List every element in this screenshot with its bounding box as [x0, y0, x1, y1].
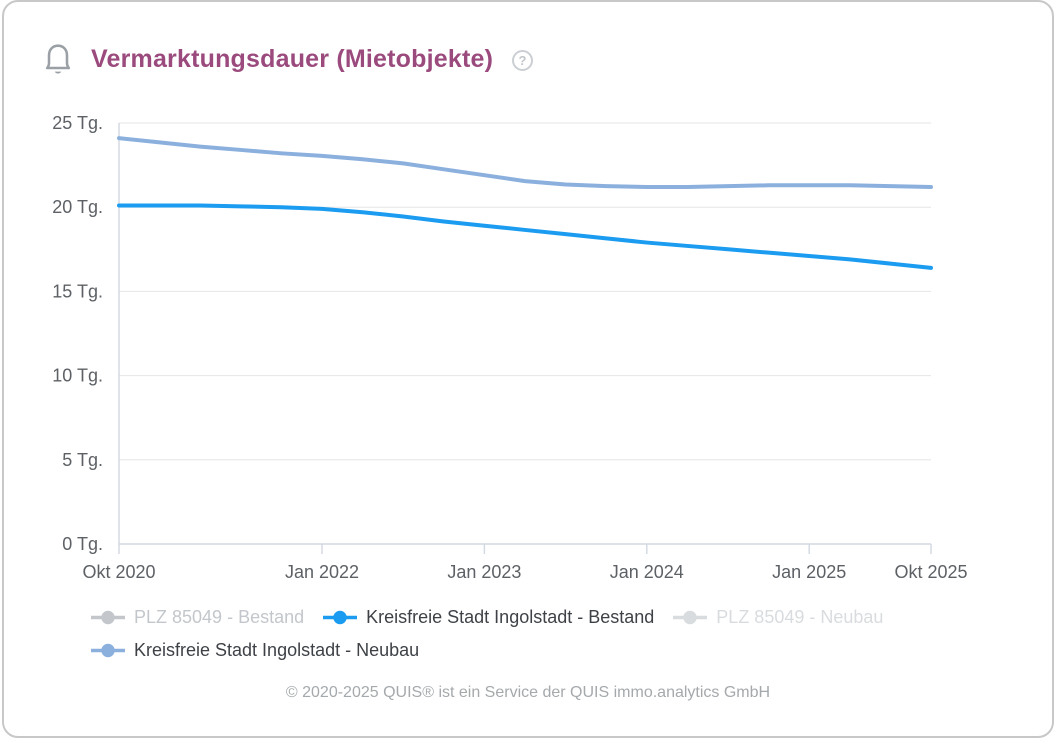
copyright-text: © 2020-2025 QUIS® ist ein Service der QU…	[285, 684, 771, 701]
legend-item[interactable]: Kreisfreie Stadt Ingolstadt - Bestand	[323, 604, 654, 630]
legend-marker-icon	[323, 610, 358, 624]
legend-item[interactable]: Kreisfreie Stadt Ingolstadt - Neubau	[91, 637, 419, 663]
legend-item-label: Kreisfreie Stadt Ingolstadt - Neubau	[134, 639, 420, 660]
x-tick-label: Jan 2025	[772, 562, 846, 582]
bell-icon[interactable]	[43, 43, 73, 77]
y-tick-label: 15 Tg.	[52, 281, 103, 301]
y-tick-label: 10 Tg.	[52, 366, 103, 386]
y-tick-label: 5 Tg.	[62, 450, 103, 470]
duration-line-chart: 0 Tg. 5 Tg. 10 Tg. 15 Tg. 20 Tg. 25 Tg. Okt 20…	[52, 113, 967, 582]
chart-legend: PLZ 85049 - Bestand Kreisfreie Stadt Ingo…	[91, 604, 996, 663]
legend-item[interactable]: PLZ 85049 - Neubau	[673, 604, 883, 630]
legend-item[interactable]: PLZ 85049 - Bestand	[91, 604, 304, 630]
y-tick-label: 25 Tg.	[52, 113, 103, 133]
x-tick-label: Jan 2023	[447, 562, 521, 582]
legend-marker-icon	[91, 610, 125, 624]
legend-marker-icon	[673, 610, 708, 624]
x-tick-label: Jan 2022	[285, 562, 359, 582]
series-line[interactable]	[117, 203, 933, 270]
x-tick-label: Jan 2024	[610, 562, 684, 582]
card-header: Vermarktungsdauer (Mietobjekte) ?	[4, 2, 1052, 92]
series-line[interactable]	[117, 136, 933, 189]
legend-item-label: Kreisfreie Stadt Ingolstadt - Bestand	[366, 606, 655, 627]
help-icon[interactable]: ?	[512, 50, 533, 71]
legend-item-label: PLZ 85049 - Neubau	[716, 606, 884, 627]
x-tick-label: Okt 2020	[82, 562, 155, 582]
chart-area: 0 Tg. 5 Tg. 10 Tg. 15 Tg. 20 Tg. 25 Tg. Okt 20…	[4, 2, 1052, 597]
y-tick-label: 0 Tg.	[62, 534, 103, 554]
y-tick-label: 20 Tg.	[52, 197, 103, 217]
legend-item-label: PLZ 85049 - Bestand	[134, 606, 305, 627]
page-title: Vermarktungsdauer (Mietobjekte)	[91, 45, 494, 73]
x-tick-label: Okt 2025	[894, 562, 967, 582]
legend-marker-icon	[91, 643, 125, 657]
